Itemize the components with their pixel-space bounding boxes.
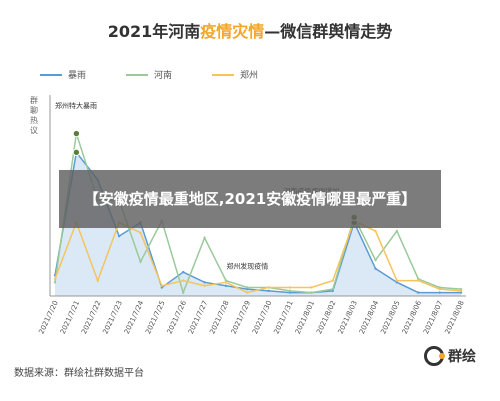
data-source: 数据来源：群绘社群数据平台 xyxy=(14,368,144,379)
data-point-s0-11 xyxy=(288,291,292,294)
data-point-s2-7 xyxy=(203,284,206,287)
title-highlight: 疫情灾情 xyxy=(200,22,265,41)
annotation-2: 郑州发现疫情 xyxy=(226,262,268,271)
data-point-s2-2 xyxy=(96,279,99,282)
x-tick-label-18: 2021/8/07 xyxy=(422,299,444,335)
data-point-s0-7 xyxy=(203,281,206,284)
data-point-s0-17 xyxy=(417,291,420,294)
legend-swatch-baoyu xyxy=(40,73,62,76)
legend-label-zhengzhou: 郑州 xyxy=(240,71,259,81)
data-point-s0-9 xyxy=(246,287,249,291)
brand-name: 群绘 xyxy=(448,349,476,365)
data-point-s2-10 xyxy=(267,286,270,289)
data-point-s1-18 xyxy=(438,286,441,289)
x-tick-label-14: 2021/8/03 xyxy=(337,299,359,335)
x-tick-label-8: 2021/7/28 xyxy=(208,299,230,335)
data-point-s0-8 xyxy=(224,284,228,287)
data-point-s1-7 xyxy=(203,236,206,240)
data-point-s0-3 xyxy=(117,234,121,238)
x-tick-label-5: 2021/7/25 xyxy=(144,299,166,335)
data-point-s2-17 xyxy=(417,279,420,282)
data-point-s1-0 xyxy=(53,281,57,284)
brand-logo: 群绘 xyxy=(424,346,476,366)
highlight-marker-1 xyxy=(72,148,81,157)
x-tick-label-9: 2021/7/29 xyxy=(230,299,252,335)
legend-item-baoyu: 暴雨 xyxy=(40,68,86,81)
series-area-0 xyxy=(55,152,461,296)
x-tick-label-1: 2021/7/21 xyxy=(59,299,81,335)
x-tick-label-2: 2021/7/22 xyxy=(80,299,102,335)
x-tick-label-3: 2021/7/23 xyxy=(101,299,123,335)
data-point-s2-11 xyxy=(288,286,292,289)
data-point-s2-0 xyxy=(53,277,57,281)
legend-swatch-zhengzhou xyxy=(212,73,235,76)
data-point-s1-8 xyxy=(224,279,228,282)
x-tick-label-19: 2021/8/08 xyxy=(443,299,465,335)
data-point-s2-9 xyxy=(246,291,249,294)
x-tick-label-4: 2021/7/24 xyxy=(123,299,146,335)
data-point-s1-9 xyxy=(246,286,249,289)
data-point-s1-11 xyxy=(288,289,292,293)
data-point-s1-12 xyxy=(310,291,313,294)
x-tick-label-0: 2021/7/20 xyxy=(37,299,59,335)
legend-item-henan: 河南 xyxy=(126,68,172,81)
x-tick-label-7: 2021/7/27 xyxy=(187,299,209,335)
x-tick-label-15: 2021/8/04 xyxy=(358,299,381,335)
x-tick-label-6: 2021/7/26 xyxy=(166,299,189,335)
x-tick-label-13: 2021/8/02 xyxy=(315,299,337,335)
data-point-s1-4 xyxy=(139,260,142,263)
title-suffix: —微信群舆情走势 xyxy=(264,22,393,41)
data-point-s1-16 xyxy=(395,229,399,233)
data-point-s2-6 xyxy=(182,279,185,282)
data-point-s2-18 xyxy=(438,287,441,291)
chart-title: 2021年河南疫情灾情—微信群舆情走势 xyxy=(0,18,500,42)
data-point-s2-16 xyxy=(395,279,399,282)
data-point-s1-19 xyxy=(459,287,463,291)
data-point-s1-17 xyxy=(417,277,420,281)
x-tick-label-16: 2021/8/05 xyxy=(379,299,401,335)
article-title-text: 【安徽疫情最重地区,2021安徽疫情哪里最严重】 xyxy=(83,189,417,208)
data-point-s2-15 xyxy=(374,229,377,233)
data-point-s2-13 xyxy=(331,279,334,282)
x-tick-label-12: 2021/8/01 xyxy=(294,299,316,335)
data-point-s2-8 xyxy=(224,281,228,284)
data-point-s0-16 xyxy=(395,281,399,284)
x-tick-label-17: 2021/8/06 xyxy=(401,299,424,335)
data-point-s0-18 xyxy=(438,291,441,294)
legend-swatch-henan xyxy=(126,73,149,76)
legend-label-baoyu: 暴雨 xyxy=(68,71,87,81)
legend-label-henan: 河南 xyxy=(154,71,173,81)
data-point-s0-5 xyxy=(160,286,164,289)
data-point-s1-6 xyxy=(182,291,185,294)
data-point-s2-4 xyxy=(139,231,142,234)
data-point-s0-13 xyxy=(331,289,334,293)
data-point-s0-19 xyxy=(459,291,463,294)
data-point-s1-13 xyxy=(331,287,334,291)
chart-legend: 暴雨 河南 郑州 xyxy=(40,68,258,81)
title-prefix: 2021年河南 xyxy=(107,22,201,41)
y-axis-label: 群聊热议 xyxy=(30,96,38,135)
x-tick-label-11: 2021/7/31 xyxy=(272,299,294,335)
legend-item-zhengzhou: 郑州 xyxy=(212,68,258,81)
data-point-s2-5 xyxy=(160,284,164,287)
highlight-marker-0 xyxy=(72,129,81,138)
data-point-s2-12 xyxy=(310,286,313,289)
article-title-banner: 【安徽疫情最重地区,2021安徽疫情哪里最严重】 xyxy=(59,170,441,228)
data-point-s2-19 xyxy=(459,289,463,293)
x-tick-label-10: 2021/7/30 xyxy=(251,299,273,335)
annotation-0: 郑州特大暴雨 xyxy=(55,101,97,110)
data-point-s0-15 xyxy=(374,267,377,270)
data-point-s1-15 xyxy=(374,258,377,262)
data-point-s0-6 xyxy=(182,270,185,274)
ring-logo-icon xyxy=(424,346,445,366)
data-point-s0-10 xyxy=(267,289,270,293)
